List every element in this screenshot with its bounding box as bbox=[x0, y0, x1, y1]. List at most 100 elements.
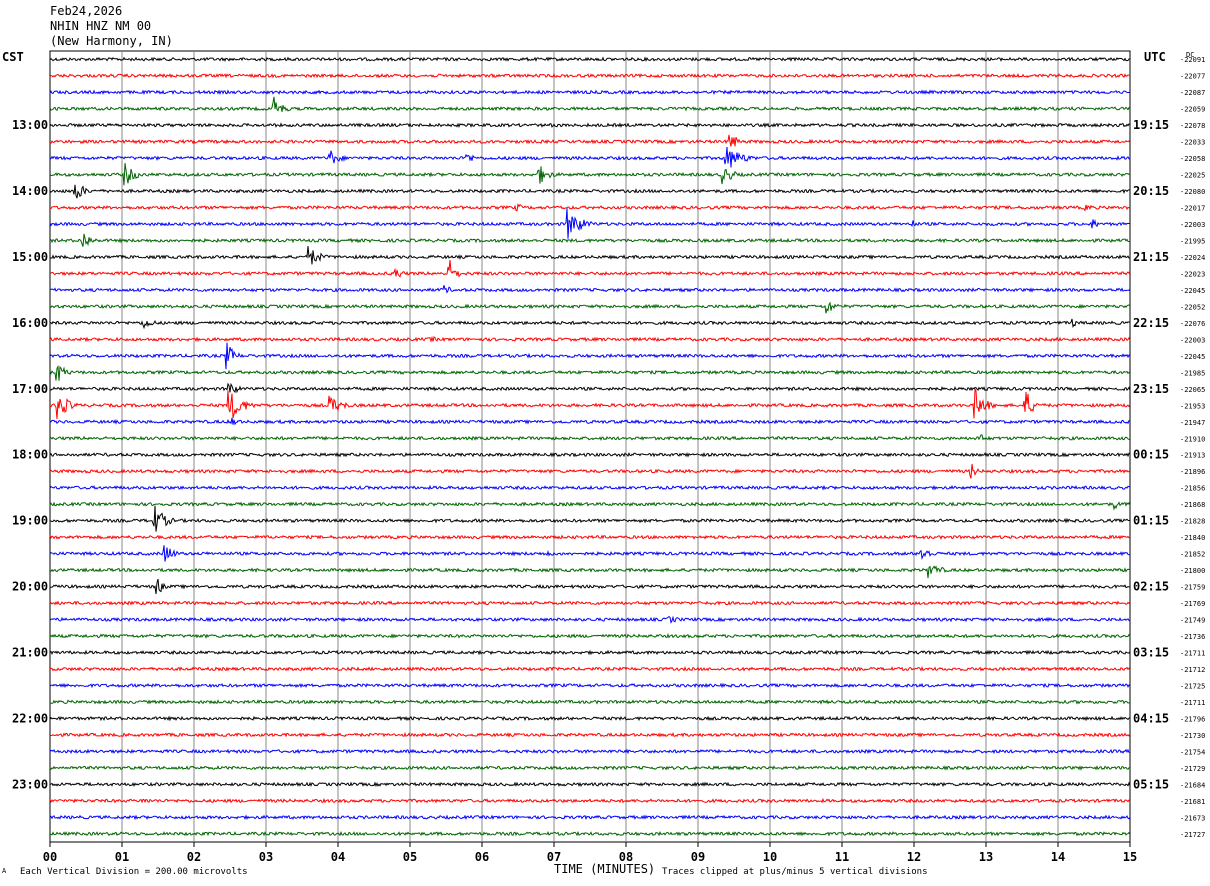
dc-offset-label: -21828 bbox=[1180, 518, 1205, 526]
trace-34 bbox=[49, 615, 1131, 624]
trace-47 bbox=[49, 830, 1131, 837]
dc-offset-label: -21913 bbox=[1180, 452, 1205, 460]
trace-9 bbox=[49, 202, 1131, 212]
x-tick-label: 07 bbox=[547, 850, 561, 864]
x-tick-label: 13 bbox=[979, 850, 993, 864]
dc-offset-label: -22025 bbox=[1180, 172, 1205, 180]
utc-hour-label: 05:15 bbox=[1133, 777, 1169, 791]
trace-46 bbox=[49, 814, 1131, 821]
trace-23 bbox=[49, 434, 1131, 442]
dc-offset-label: -21684 bbox=[1180, 781, 1205, 789]
corner-mark: A bbox=[2, 867, 7, 875]
dc-offset-label: -22078 bbox=[1180, 122, 1205, 130]
utc-hour-label: 00:15 bbox=[1133, 448, 1169, 462]
dc-offset-label: -22023 bbox=[1180, 270, 1205, 278]
dc-offset-label: -22087 bbox=[1180, 89, 1205, 97]
x-tick-label: 14 bbox=[1051, 850, 1065, 864]
trace-17 bbox=[49, 335, 1131, 344]
trace-7 bbox=[49, 163, 1131, 186]
x-tick-label: 02 bbox=[187, 850, 201, 864]
dc-offset-label: -21727 bbox=[1180, 831, 1205, 839]
cst-hour-label: 13:00 bbox=[12, 118, 48, 132]
dc-offset-label: -22003 bbox=[1180, 221, 1205, 229]
clip-note: Traces clipped at plus/minus 5 vertical … bbox=[662, 867, 928, 877]
trace-5 bbox=[49, 134, 1131, 147]
dc-offset-label: -21712 bbox=[1180, 666, 1205, 674]
cst-hour-label: 16:00 bbox=[12, 316, 48, 330]
dc-offset-label: -21856 bbox=[1180, 485, 1205, 493]
dc-offset-label: -21736 bbox=[1180, 633, 1205, 641]
dc-offset-label: -22024 bbox=[1180, 254, 1205, 262]
utc-hour-label: 03:15 bbox=[1133, 645, 1169, 659]
trace-38 bbox=[49, 682, 1131, 689]
trace-43 bbox=[49, 765, 1131, 771]
x-tick-label: 06 bbox=[475, 850, 489, 864]
scale-note: Each Vertical Division = 200.00 microvol… bbox=[20, 867, 248, 877]
dc-offset-label: -22091 bbox=[1180, 56, 1205, 64]
cst-hour-label: 14:00 bbox=[12, 184, 48, 198]
trace-25 bbox=[49, 463, 1131, 479]
trace-32 bbox=[49, 578, 1131, 595]
utc-hour-label: 02:15 bbox=[1133, 580, 1169, 594]
dc-offset-label: -21953 bbox=[1180, 402, 1205, 410]
dc-offset-label: -21725 bbox=[1180, 682, 1205, 690]
dc-offset-label: -21730 bbox=[1180, 732, 1205, 740]
x-tick-label: 00 bbox=[43, 850, 57, 864]
dc-offset-label: -22077 bbox=[1180, 73, 1205, 81]
dc-offset-label: -21673 bbox=[1180, 814, 1205, 822]
left-timezone-label: CST bbox=[2, 50, 24, 64]
dc-offset-label: -22033 bbox=[1180, 139, 1205, 147]
trace-44 bbox=[49, 781, 1131, 788]
utc-hour-label: 21:15 bbox=[1133, 250, 1169, 264]
dc-offset-label: -21796 bbox=[1180, 715, 1205, 723]
trace-41 bbox=[49, 732, 1131, 738]
trace-45 bbox=[49, 797, 1131, 804]
trace-31 bbox=[49, 565, 1131, 579]
location-label: (New Harmony, IN) bbox=[50, 34, 173, 48]
trace-26 bbox=[49, 484, 1131, 491]
dc-offset-label: -21985 bbox=[1180, 369, 1205, 377]
scale-prefix: Each Vertical Division = bbox=[20, 867, 156, 877]
cst-hour-label: 23:00 bbox=[12, 777, 48, 791]
cst-hour-label: 18:00 bbox=[12, 448, 48, 462]
trace-8 bbox=[49, 184, 1130, 199]
dc-offset-label: -22052 bbox=[1180, 303, 1205, 311]
trace-0 bbox=[49, 56, 1131, 63]
dc-offset-label: -22045 bbox=[1180, 287, 1205, 295]
utc-hour-label: 23:15 bbox=[1133, 382, 1169, 396]
cst-hour-label: 19:00 bbox=[12, 514, 48, 528]
trace-29 bbox=[49, 534, 1131, 540]
dc-offset-label: -21754 bbox=[1180, 748, 1205, 756]
dc-offset-label: -22080 bbox=[1180, 188, 1205, 196]
scale-value: 200.00 microvolts bbox=[155, 867, 248, 877]
x-tick-label: 01 bbox=[115, 850, 129, 864]
cst-hour-label: 20:00 bbox=[12, 580, 48, 594]
dc-offset-label: -21840 bbox=[1180, 534, 1205, 542]
utc-hour-label: 19:15 bbox=[1133, 118, 1169, 132]
dc-offset-label: -21852 bbox=[1180, 551, 1205, 559]
trace-14 bbox=[49, 285, 1131, 294]
trace-35 bbox=[49, 633, 1131, 639]
trace-6 bbox=[49, 146, 1131, 168]
trace-30 bbox=[49, 545, 1130, 562]
trace-37 bbox=[49, 666, 1131, 672]
dc-offset-label: -21681 bbox=[1180, 798, 1205, 806]
trace-39 bbox=[49, 699, 1131, 705]
x-tick-label: 09 bbox=[691, 850, 705, 864]
x-tick-label: 08 bbox=[619, 850, 633, 864]
dc-offset-label: -22017 bbox=[1180, 205, 1205, 213]
dc-offset-label: -21711 bbox=[1180, 699, 1205, 707]
dc-offset-label: -21995 bbox=[1180, 238, 1205, 246]
trace-36 bbox=[49, 649, 1131, 656]
trace-3 bbox=[49, 96, 1131, 112]
right-timezone-label: UTC bbox=[1144, 50, 1166, 64]
utc-hour-label: 22:15 bbox=[1133, 316, 1169, 330]
dc-offset-label: -22045 bbox=[1180, 353, 1205, 361]
plot-frame bbox=[49, 50, 1131, 843]
cst-hour-label: 17:00 bbox=[12, 382, 48, 396]
trace-2 bbox=[49, 89, 1131, 96]
dc-offset-label: -22003 bbox=[1180, 336, 1205, 344]
trace-13 bbox=[49, 260, 1131, 278]
trace-24 bbox=[49, 451, 1131, 458]
